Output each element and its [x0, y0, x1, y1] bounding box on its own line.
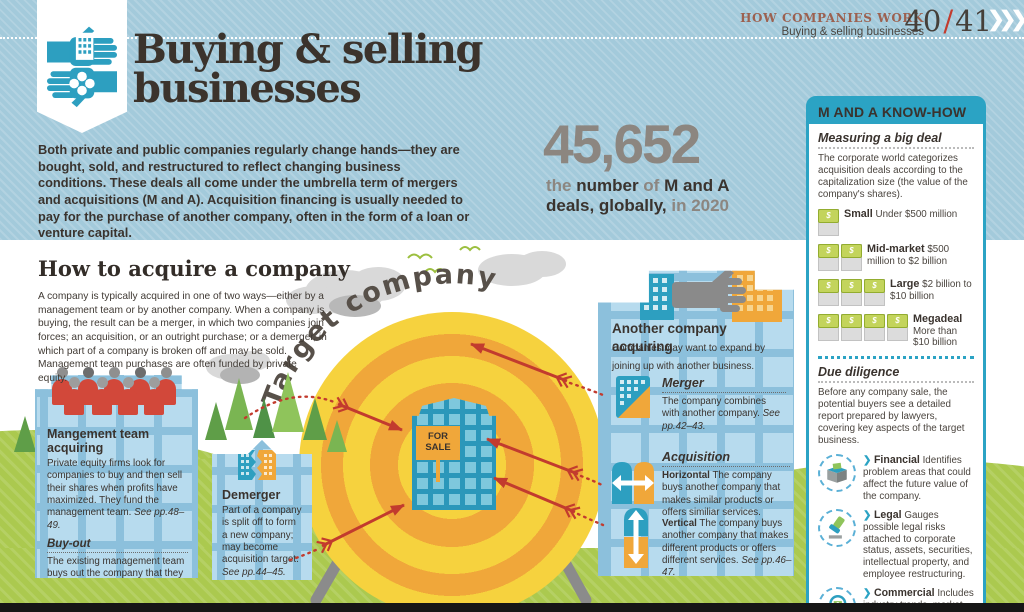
page-title: Buying & selling businesses	[133, 26, 483, 113]
money-bill-icon	[818, 313, 908, 341]
cloud-icon	[206, 351, 270, 384]
header: HOW COMPANIES WORK Buying & selling busi…	[664, 11, 924, 38]
another-company-body: Companies may want to expand by joining …	[612, 343, 766, 372]
acquisition-heading: Acquisition	[662, 450, 790, 467]
target-company-arc-label: Target company	[257, 259, 499, 411]
due-diligence-body: Before any company sale, the potential b…	[818, 387, 965, 446]
measuring-heading: Measuring a big deal	[818, 131, 974, 149]
horizontal-acquisition-text: Horizontal The company buys another comp…	[662, 470, 781, 519]
cloud-icon	[478, 251, 566, 286]
demerger-body: Part of a company is split off to form a…	[222, 505, 302, 578]
acquirer-building	[598, 270, 794, 576]
buyout-heading: Buy-out	[47, 538, 188, 554]
measuring-body: The corporate world categorizes acquisit…	[818, 153, 968, 200]
money-bill-icon	[818, 278, 885, 306]
horizontal-acquisition-icon	[612, 462, 654, 504]
person-icon	[144, 377, 164, 415]
money-bill-icon	[818, 208, 839, 236]
title-ribbon	[37, 0, 127, 133]
chapter-subtitle: Buying & selling businesses	[781, 26, 924, 38]
person-icon	[118, 377, 138, 415]
merger-body: The company combines with another compan…	[662, 396, 780, 432]
deal-size-row: Megadeal More than $10 billion	[818, 313, 974, 349]
deal-size-row: Large $2 billion to $10 billion	[818, 278, 974, 306]
buyout-body: The existing management team buys out th…	[47, 556, 185, 580]
clouds-and-birds	[206, 246, 566, 384]
vertical-acquisition-icon	[624, 508, 648, 568]
due-diligence-heading: Due diligence	[818, 365, 974, 384]
page-number-right: 41	[955, 4, 992, 38]
money-bill-icon	[818, 243, 862, 271]
management-team-figures	[52, 367, 182, 415]
page-bottom-bar	[0, 603, 1024, 612]
demerger-building: Demerger Part of a company is split off …	[212, 440, 312, 580]
management-heading: Mangement team acquiring	[47, 427, 150, 455]
gavel-icon	[818, 508, 856, 547]
deal-size-row: Small Under $500 million	[818, 208, 974, 236]
merger-building-icon	[616, 376, 650, 418]
management-building: Mangement team acquiring Private equity …	[35, 375, 198, 578]
handshake-logo-icon	[47, 26, 117, 108]
page-number-left: 40	[904, 4, 942, 38]
section-body: A company is typically acquired in one o…	[38, 291, 327, 385]
deals-stat-number: 45,652	[543, 113, 701, 175]
corner-chevrons-icon: ❯❯❯	[987, 8, 1024, 31]
management-body: Private equity firms look for companies …	[47, 458, 185, 531]
deals-stat-caption: the number of M and A deals, globally, i…	[546, 176, 730, 216]
chapter-kicker: HOW COMPANIES WORK	[740, 11, 924, 25]
intro-paragraph: Both private and public companies regula…	[38, 142, 470, 241]
bird-icon	[407, 246, 481, 274]
person-icon	[92, 377, 112, 415]
panel-divider	[818, 356, 974, 360]
page-number-separator: /	[943, 4, 954, 38]
due-item: Financial Identifies problem areas that …	[818, 453, 974, 503]
cloud-icon	[286, 267, 406, 317]
ledger-icon	[818, 453, 856, 492]
for-sale-sign: FOR SALE	[416, 426, 460, 460]
split-building-icon	[238, 450, 276, 480]
another-company-heading: Another company acquiring	[612, 321, 727, 354]
merger-heading: Merger	[662, 376, 786, 393]
due-item: Legal Gauges possible legal risks attach…	[818, 508, 974, 582]
page-numbers: 40/41	[904, 4, 992, 38]
deal-size-row: Mid-market $500 million to $2 billion	[818, 243, 974, 271]
for-sale-sign-post	[436, 460, 440, 482]
section-heading: How to acquire a company	[38, 256, 351, 281]
demerger-heading: Demerger	[222, 488, 281, 502]
vertical-acquisition-text: Vertical The company buys another compan…	[662, 518, 792, 579]
person-icon	[64, 377, 84, 415]
panel-title: M AND A KNOW-HOW	[809, 99, 983, 124]
know-how-panel: M AND A KNOW-HOW Measuring a big deal Th…	[806, 96, 986, 612]
header-dotted-divider	[0, 37, 1024, 39]
